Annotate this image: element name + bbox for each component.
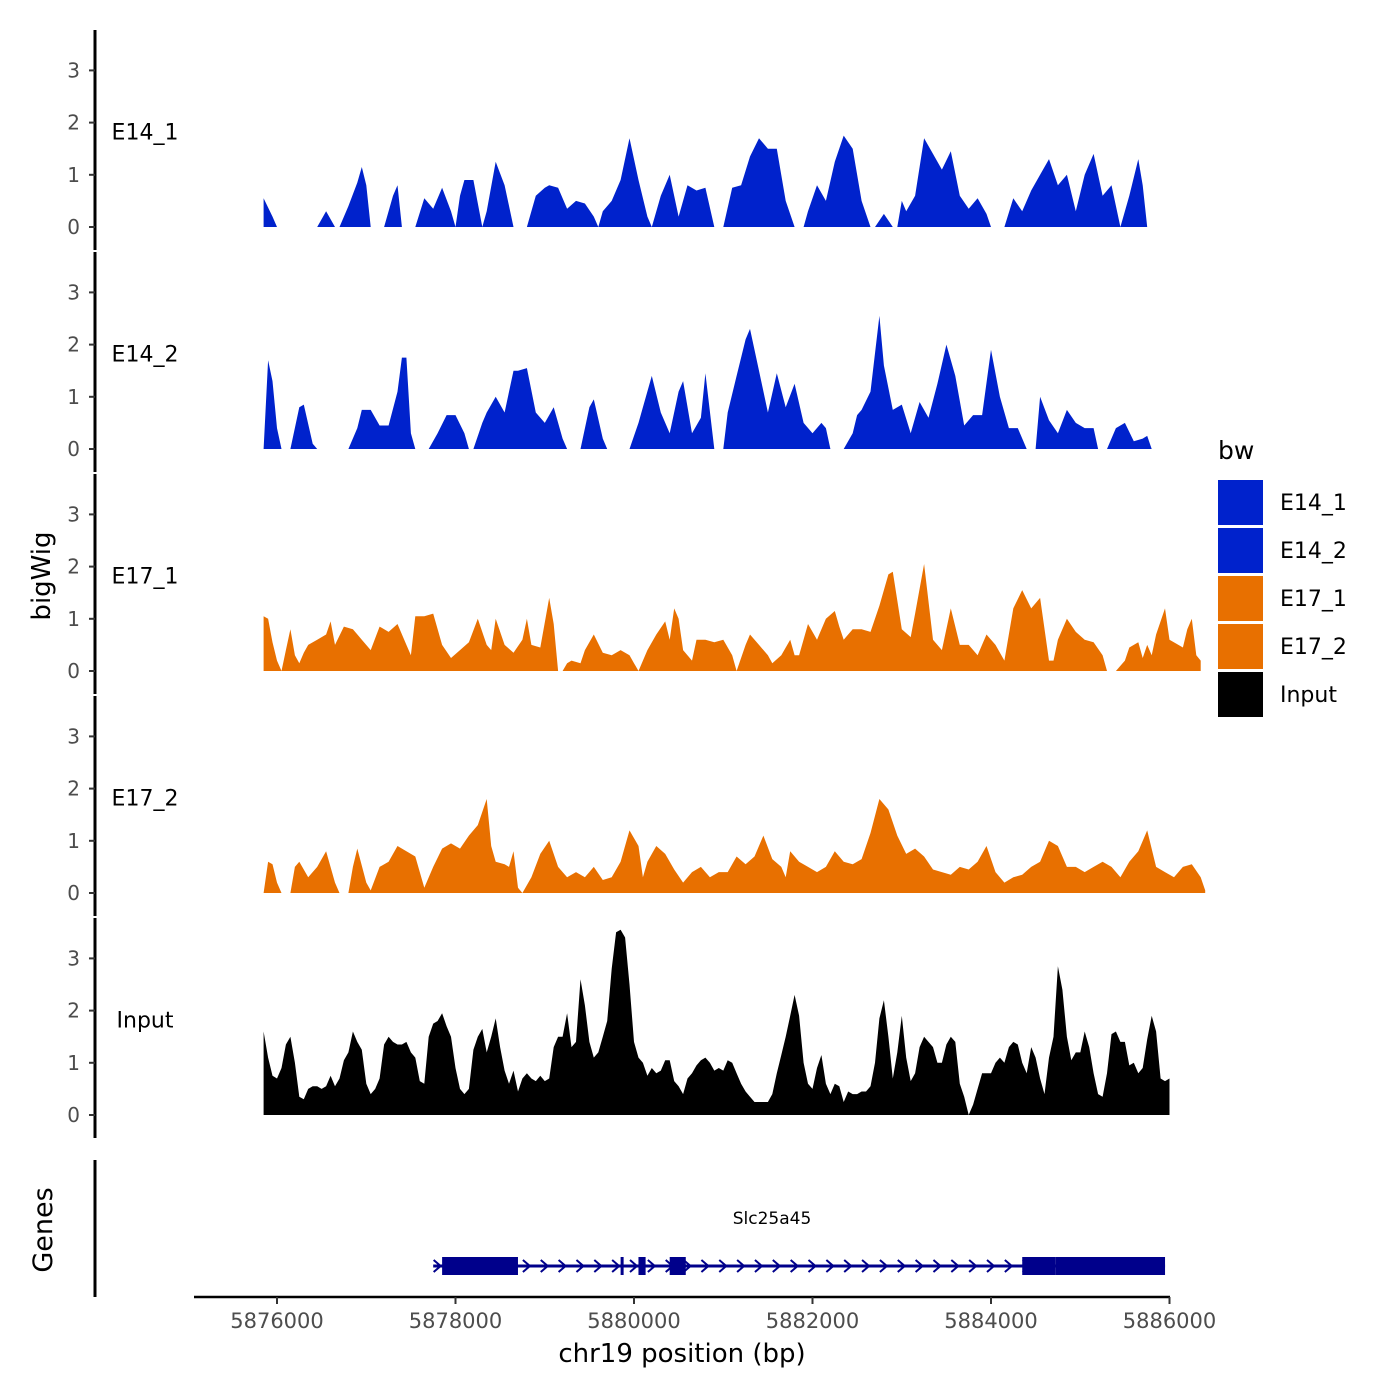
track-label: E17_2 [112, 787, 179, 812]
x-axis-ticks: 5876000 5878000 5880000 5882000 5884000 58860… [230, 1297, 1216, 1333]
strand-arrow-mark [593, 1259, 603, 1273]
legend-items: E14_1 E14_2 E17_1 E17_2 Input [1218, 480, 1347, 717]
strand-arrow-mark [807, 1259, 818, 1273]
strand-arrow-mark [718, 1259, 728, 1273]
strand-arrow-mark [682, 1259, 693, 1273]
strand-arrow-mark [825, 1259, 835, 1273]
y-tick-label: 1 [67, 163, 80, 187]
legend-title: bw [1218, 436, 1254, 465]
strand-arrow-mark [950, 1259, 960, 1273]
coverage-area-e17-1 [263, 564, 1201, 671]
strand-arrow-mark [629, 1259, 639, 1273]
genes-panel: Slc25a45 Genes [28, 1160, 1166, 1297]
legend-swatch [1218, 576, 1263, 621]
legend-label: E14_1 [1280, 491, 1347, 516]
gene-exon-block [1055, 1257, 1166, 1275]
y-tick-label: 0 [67, 881, 80, 905]
y-tick-label: 2 [67, 111, 80, 135]
strand-arrow-mark [861, 1259, 871, 1273]
coverage-area-e14-1 [263, 135, 1148, 227]
gene-exon-block [1022, 1257, 1056, 1275]
tracks-layer: 0 1 2 3 E14_1 0 1 2 3 E14_2 0 1 2 3 E17_1 0 1 2 3 E17_2 0 1 2 3… [67, 30, 1206, 1138]
x-tick-label: 5880000 [587, 1309, 681, 1333]
track-label: E14_2 [112, 343, 179, 368]
legend-swatch [1218, 624, 1263, 669]
x-tick-label: 5878000 [409, 1309, 503, 1333]
x-tick-label: 5884000 [944, 1309, 1038, 1333]
legend-label: E17_1 [1280, 587, 1347, 612]
y-tick-label: 0 [67, 437, 80, 461]
coverage-area-e14-2 [263, 315, 1152, 449]
x-tick-label: 5886000 [1123, 1309, 1217, 1333]
y-tick-label: 2 [67, 777, 80, 801]
y-tick-label: 0 [67, 659, 80, 683]
gene-exon-block [669, 1257, 686, 1275]
gene-name-label: Slc25a45 [733, 1209, 812, 1229]
strand-arrow-mark [432, 1259, 443, 1273]
track-panel-e14-2: 0 1 2 3 E14_2 [67, 252, 1152, 472]
legend: bw E14_1 E14_2 E17_1 E17_2 Input [1218, 436, 1347, 717]
x-axis: 5876000 5878000 5880000 5882000 5884000 58860… [194, 1295, 1216, 1369]
x-tick-label: 5876000 [230, 1309, 324, 1333]
legend-swatch [1218, 528, 1263, 573]
strand-arrow-mark [772, 1259, 782, 1273]
strand-arrow-mark [986, 1259, 996, 1273]
strand-arrow-mark [1004, 1259, 1014, 1273]
y-tick-label: 1 [67, 829, 80, 853]
y-tick-label: 0 [67, 215, 80, 239]
gene-exon-block [620, 1257, 624, 1275]
track-panel-e17-1: 0 1 2 3 E17_1 [67, 474, 1201, 694]
y-tick-label: 3 [67, 946, 80, 970]
strand-arrow-mark [522, 1259, 532, 1273]
y-tick-label: 3 [67, 58, 80, 82]
strand-arrow-mark [897, 1259, 907, 1273]
y-axis-title: bigWig [27, 531, 57, 620]
y-tick-label: 1 [67, 385, 80, 409]
strand-arrow-mark [575, 1259, 585, 1273]
y-tick-label: 3 [67, 502, 80, 526]
coverage-area-input [263, 929, 1170, 1115]
y-tick-label: 3 [67, 280, 80, 304]
y-tick-label: 2 [67, 333, 80, 357]
track-label: Input [117, 1009, 174, 1034]
strand-arrow-mark [789, 1259, 800, 1273]
strand-arrow-mark [557, 1259, 568, 1273]
y-tick-label: 2 [67, 555, 80, 579]
track-panel-input: 0 1 2 3 Input [67, 918, 1170, 1138]
strand-arrow-mark [736, 1259, 746, 1273]
track-label: E14_1 [112, 121, 179, 146]
strand-arrow-mark [932, 1259, 942, 1273]
y-tick-label: 1 [67, 1051, 80, 1075]
strand-arrow-mark [754, 1259, 764, 1273]
strand-arrow-mark [611, 1259, 621, 1273]
legend-label: E17_2 [1280, 635, 1347, 660]
strand-arrow-mark [968, 1259, 978, 1273]
strand-arrow-mark [647, 1259, 657, 1273]
strand-arrow-mark [540, 1259, 550, 1273]
strand-arrow-mark [879, 1259, 889, 1273]
gene-exon-block [638, 1257, 646, 1275]
track-panel-e14-1: 0 1 2 3 E14_1 [67, 30, 1148, 250]
coverage-area-e17-2 [263, 799, 1206, 893]
legend-swatch [1218, 480, 1263, 525]
y-tick-label: 3 [67, 724, 80, 748]
track-panel-e17-2: 0 1 2 3 E17_2 [67, 696, 1206, 916]
strand-arrow-mark [700, 1259, 710, 1273]
y-tick-label: 0 [67, 1103, 80, 1127]
y-tick-label: 2 [67, 999, 80, 1023]
gene-model [432, 1257, 1166, 1275]
strand-arrow-mark [914, 1259, 925, 1273]
x-axis-title: chr19 position (bp) [558, 1339, 805, 1369]
legend-label: Input [1280, 683, 1337, 708]
y-tick-label: 1 [67, 607, 80, 631]
x-tick-label: 5882000 [766, 1309, 860, 1333]
legend-swatch [1218, 672, 1263, 717]
track-label: E17_1 [112, 565, 179, 590]
genes-panel-label: Genes [28, 1187, 59, 1272]
legend-label: E14_2 [1280, 539, 1347, 564]
strand-arrow-mark [843, 1259, 853, 1273]
gene-exon-block [442, 1257, 518, 1275]
